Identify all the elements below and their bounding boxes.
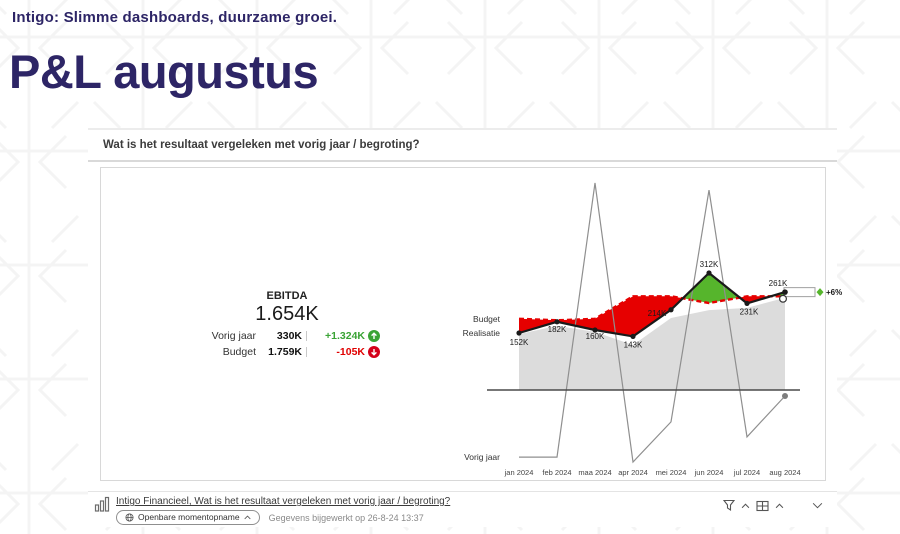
kpi-title: EBITDA xyxy=(266,290,308,302)
svg-text:160K: 160K xyxy=(586,332,605,341)
svg-text:231K: 231K xyxy=(740,307,759,316)
chart-panel: EBITDA 1.654K Vorig jaar 330K +1.324K Bu… xyxy=(100,167,842,481)
arrow-up-badge-icon xyxy=(368,329,380,342)
footer-right-toolbar xyxy=(723,496,823,512)
question-header: Wat is het resultaat vergeleken met vori… xyxy=(88,128,837,162)
chevron-down-icon[interactable] xyxy=(812,502,823,509)
svg-text:apr 2024: apr 2024 xyxy=(618,468,648,477)
svg-text:mei 2024: mei 2024 xyxy=(656,468,687,477)
footer-left: Intigo Financieel, Wat is het resultaat … xyxy=(94,496,723,525)
bar-chart-icon xyxy=(94,496,110,512)
svg-text:feb 2024: feb 2024 xyxy=(542,468,571,477)
chevron-up-icon xyxy=(243,515,251,519)
svg-text:Budget: Budget xyxy=(473,314,501,324)
divider xyxy=(306,330,307,341)
arrow-down-badge-icon xyxy=(368,345,380,358)
kpi-row-vorig-jaar: Vorig jaar 330K +1.324K xyxy=(192,329,382,342)
svg-text:182K: 182K xyxy=(548,325,567,334)
svg-text:maa 2024: maa 2024 xyxy=(578,468,611,477)
kpi-row-label: Budget xyxy=(222,345,256,358)
svg-text:143K: 143K xyxy=(624,340,643,349)
svg-text:jun 2024: jun 2024 xyxy=(694,468,724,477)
svg-text:jul 2024: jul 2024 xyxy=(733,468,760,477)
svg-text:Realisatie: Realisatie xyxy=(463,328,501,338)
kpi-value: 1.654K xyxy=(255,303,319,325)
kpi-row-value: 330K xyxy=(276,329,302,342)
question-title: Wat is het resultaat vergeleken met vori… xyxy=(103,139,420,151)
kpi-row-label: Vorig jaar xyxy=(211,329,256,342)
svg-text:214K: 214K xyxy=(648,309,667,318)
embed-footer: Intigo Financieel, Wat is het resultaat … xyxy=(88,491,837,525)
globe-icon xyxy=(125,512,134,522)
footer-texts: Intigo Financieel, Wat is het resultaat … xyxy=(116,496,450,525)
report-embed: Wat is het resultaat vergeleken met vori… xyxy=(88,128,842,527)
divider xyxy=(306,346,307,357)
variance-chart: +6% 152K 182K 160K 143K 214K 312K 231K 261K Budge… xyxy=(463,182,842,477)
svg-text:261K: 261K xyxy=(769,279,788,288)
kpi-card: EBITDA 1.654K Vorig jaar 330K +1.324K Bu… xyxy=(192,290,382,358)
svg-text:jan 2024: jan 2024 xyxy=(504,468,534,477)
snapshot-pill[interactable]: Openbare momentopname xyxy=(116,510,260,525)
data-updated-text: Gegevens bijgewerkt op 26-8-24 13:37 xyxy=(268,512,424,523)
kpi-row-delta: -105K xyxy=(336,345,365,358)
kpi-row-budget: Budget 1.759K -105K xyxy=(192,345,382,358)
kpi-row-delta: +1.324K xyxy=(325,329,365,342)
page-title: P&L augustus xyxy=(9,45,319,98)
layout-grid-icon[interactable] xyxy=(756,500,769,512)
funnel-icon[interactable] xyxy=(723,499,735,512)
svg-text:312K: 312K xyxy=(700,260,719,269)
footer-meta-row: Openbare momentopname Gegevens bijgewerk… xyxy=(116,510,450,525)
svg-text:152K: 152K xyxy=(510,338,529,347)
brand-tagline: Intigo: Slimme dashboards, duurzame groe… xyxy=(12,9,338,26)
chevron-up-icon[interactable] xyxy=(741,503,750,509)
svg-text:Vorig jaar: Vorig jaar xyxy=(464,452,500,462)
snapshot-pill-label: Openbare momentopname xyxy=(138,512,240,522)
chevron-up-icon[interactable] xyxy=(775,503,784,509)
svg-text:+6%: +6% xyxy=(826,288,842,297)
svg-text:aug 2024: aug 2024 xyxy=(769,468,800,477)
kpi-row-value: 1.759K xyxy=(268,345,302,358)
report-title-link[interactable]: Intigo Financieel, Wat is het resultaat … xyxy=(116,496,451,507)
